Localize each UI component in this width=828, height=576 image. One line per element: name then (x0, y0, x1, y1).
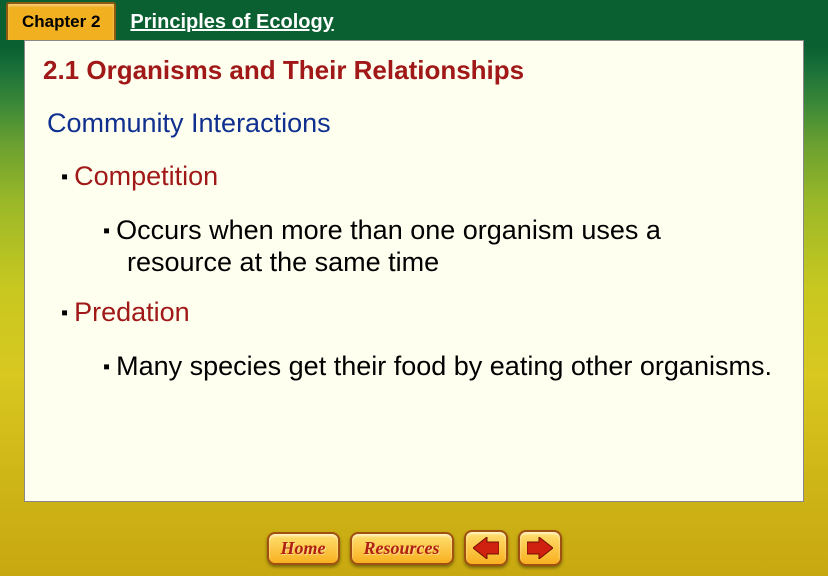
bullet-label: Competition (74, 161, 218, 191)
bullet-competition-detail: ▪ Occurs when more than one organism uses… (49, 196, 803, 285)
next-button[interactable] (518, 530, 562, 566)
bullet-label: Predation (74, 297, 190, 327)
bullet-square-icon: ▪ (61, 302, 68, 324)
header-title-wrap: Principles of Ecology (116, 0, 828, 40)
resources-button[interactable]: Resources (350, 532, 454, 565)
bullet-predation: ▪ Predation (25, 285, 803, 332)
slide-header: Chapter 2 Principles of Ecology (0, 0, 828, 40)
arrow-right-icon (527, 537, 553, 559)
bullet-predation-detail: ▪ Many species get their food by eating o… (49, 332, 803, 388)
content-panel: 2.1 Organisms and Their Relationships Co… (24, 40, 804, 502)
section-title: 2.1 Organisms and Their Relationships (25, 41, 803, 96)
bullet-square-icon: ▪ (103, 220, 110, 242)
chapter-label: Chapter 2 (22, 12, 100, 32)
subject-heading: Community Interactions (25, 96, 803, 149)
home-button[interactable]: Home (267, 532, 340, 565)
bullet-detail-text: Occurs when more than one organism uses … (116, 215, 661, 277)
bullet-square-icon: ▪ (61, 166, 68, 188)
arrow-left-icon (473, 537, 499, 559)
chapter-tab: Chapter 2 (6, 2, 116, 40)
prev-button[interactable] (464, 530, 508, 566)
bullet-detail-text: Many species get their food by eating ot… (116, 351, 772, 381)
bullet-square-icon: ▪ (103, 356, 110, 378)
bullet-competition: ▪ Competition (25, 149, 803, 196)
footer-nav: Home Resources (0, 530, 828, 566)
home-button-label: Home (281, 538, 326, 558)
header-title: Principles of Ecology (130, 11, 333, 34)
resources-button-label: Resources (364, 538, 440, 558)
